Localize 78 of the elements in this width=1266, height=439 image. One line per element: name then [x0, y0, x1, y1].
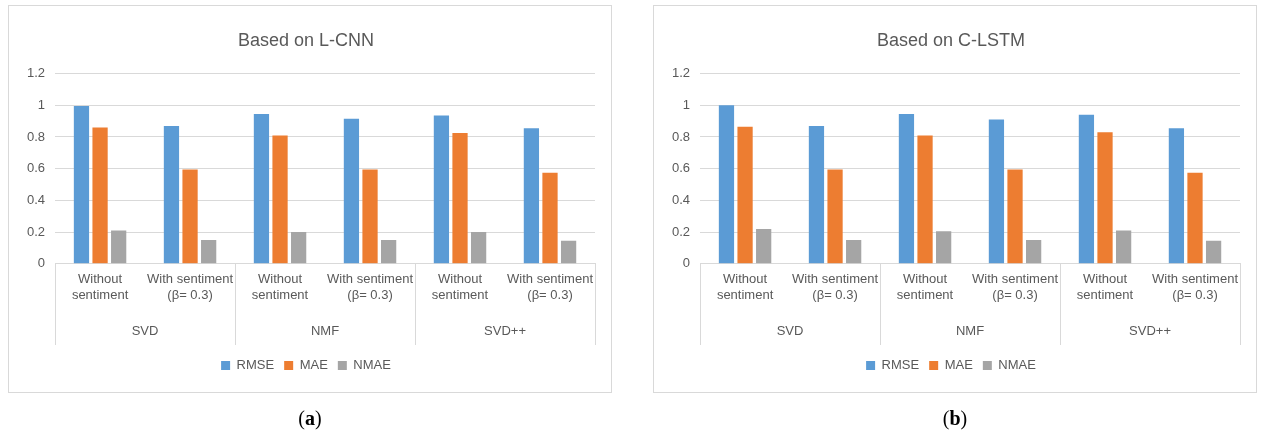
bar — [846, 240, 862, 264]
y-tick-label: 1 — [37, 96, 46, 112]
bar — [92, 127, 108, 264]
text: NMF — [310, 322, 340, 338]
y-tick-label: 0.2 — [671, 223, 691, 239]
x-tick-label: With sentiment (β= 0.3) — [147, 271, 234, 302]
bar — [163, 125, 180, 264]
text: SVD — [131, 322, 159, 338]
y-tick-label: 0.4 — [26, 191, 46, 207]
text: SVD++ — [1129, 322, 1171, 338]
legend-label: NMAE — [353, 357, 392, 373]
y-tick-label: 1 — [682, 96, 691, 112]
x-tick-label: Without sentiment — [71, 271, 129, 302]
bar — [111, 230, 127, 264]
bar — [1097, 132, 1113, 264]
bar — [73, 106, 90, 264]
y-tick-label: 0.4 — [671, 191, 691, 207]
x-tick-label: Without sentiment — [251, 271, 309, 302]
y-tick-label: 1.2 — [26, 65, 46, 81]
y-tick-label: 0.8 — [26, 128, 46, 144]
x-tick-label: Without sentiment — [1076, 271, 1134, 302]
chart-title: Based on C-LSTM — [876, 29, 1026, 50]
bar — [272, 135, 288, 264]
bar — [291, 232, 307, 264]
bar — [1026, 240, 1042, 264]
bar — [470, 232, 487, 264]
bar — [1168, 128, 1185, 264]
legend-label: MAE — [299, 357, 329, 373]
bar — [827, 169, 843, 264]
bar — [523, 128, 540, 264]
y-tick-label: 0.2 — [26, 223, 46, 239]
bar — [1205, 240, 1222, 264]
bar — [808, 125, 825, 264]
x-tick-label: With sentiment (β= 0.3) — [507, 271, 594, 302]
bar — [362, 169, 378, 264]
bar — [1187, 172, 1203, 264]
text: (b) — [941, 407, 969, 430]
bar — [452, 133, 468, 264]
y-tick-label: 0 — [682, 255, 691, 271]
text: (a) — [297, 407, 323, 430]
bar — [560, 240, 577, 264]
bar — [898, 114, 915, 264]
y-tick-label: 0.8 — [671, 128, 691, 144]
bar — [542, 172, 558, 264]
bar — [201, 240, 217, 264]
bar — [253, 114, 270, 264]
x-tick-label: Without sentiment — [431, 271, 489, 302]
bar — [1115, 230, 1132, 264]
x-tick-label: With sentiment (β= 0.3) — [1152, 271, 1239, 302]
text: SVD — [776, 322, 804, 338]
x-tick-label: With sentiment (β= 0.3) — [327, 271, 414, 302]
x-tick-label: With sentiment (β= 0.3) — [972, 271, 1059, 302]
y-tick-label: 0.6 — [671, 160, 691, 176]
legend-label: RMSE — [236, 357, 275, 373]
bar — [343, 118, 360, 264]
legend-label: NMAE — [998, 357, 1037, 373]
bar — [381, 240, 397, 264]
bar — [433, 115, 450, 264]
bar — [1078, 114, 1095, 264]
bar — [988, 119, 1005, 264]
text: NMF — [955, 322, 985, 338]
legend-label: MAE — [944, 357, 974, 373]
legend-label: RMSE — [881, 357, 920, 373]
x-tick-label: With sentiment (β= 0.3) — [792, 271, 879, 302]
bar — [917, 135, 933, 264]
bar — [756, 228, 772, 264]
chart-title: Based on L-CNN — [237, 29, 375, 50]
bar — [182, 169, 198, 264]
bar — [737, 126, 753, 264]
bar — [1007, 169, 1023, 264]
x-tick-label: Without sentiment — [716, 271, 774, 302]
y-tick-label: 1.2 — [671, 65, 691, 81]
y-tick-label: 0.6 — [26, 160, 46, 176]
text: SVD++ — [484, 322, 526, 338]
bar — [718, 105, 735, 264]
bar — [936, 231, 952, 264]
x-tick-label: Without sentiment — [896, 271, 954, 302]
y-tick-label: 0 — [37, 255, 46, 271]
